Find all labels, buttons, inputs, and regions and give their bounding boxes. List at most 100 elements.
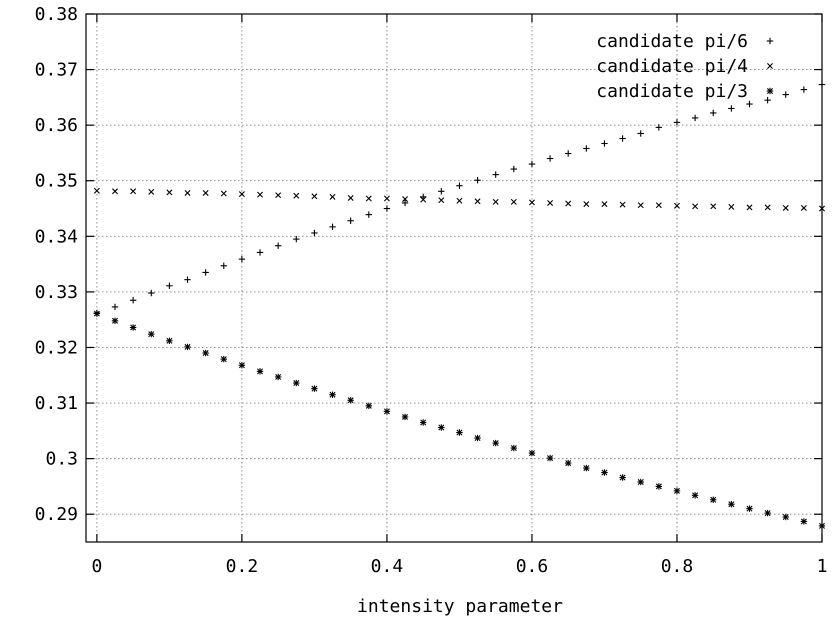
- data-point: [112, 188, 118, 195]
- data-point: [510, 198, 517, 205]
- data-point: [220, 190, 227, 197]
- data-point: [111, 317, 119, 324]
- series-plus: [93, 81, 826, 317]
- x-tick-label: 0.6: [516, 556, 549, 577]
- data-point: [492, 439, 499, 447]
- data-point: [565, 150, 572, 157]
- data-point: [546, 155, 554, 162]
- y-tick-label: 0.37: [35, 60, 78, 81]
- data-point: [401, 413, 409, 421]
- data-point: [329, 223, 336, 231]
- data-point: [710, 496, 717, 503]
- data-point: [510, 444, 518, 452]
- data-point: [673, 119, 681, 126]
- x-tick-label: 0: [91, 556, 102, 577]
- data-point: [347, 194, 354, 201]
- legend-label: candidate pi/6: [596, 31, 748, 52]
- data-point: [347, 217, 354, 224]
- data-point: [257, 191, 264, 198]
- data-point: [782, 513, 789, 521]
- data-point: [402, 196, 409, 203]
- y-tick-label: 0.36: [35, 115, 78, 136]
- data-point: [456, 429, 463, 436]
- data-point: [818, 81, 826, 88]
- legend-label: candidate pi/4: [596, 56, 748, 77]
- legend-marker: [767, 63, 773, 69]
- data-point: [655, 483, 663, 490]
- data-point: [691, 114, 699, 122]
- y-tick-labels: 0.29 0.3 0.31 0.32 0.33 0.34 0.35 0.36 0.37 0.38: [35, 4, 78, 525]
- y-tick-label: 0.35: [35, 171, 78, 192]
- data-point: [202, 189, 209, 196]
- data-point: [256, 368, 264, 375]
- data-point: [728, 501, 735, 508]
- data-point: [401, 199, 409, 207]
- data-point: [583, 464, 590, 472]
- data-point: [691, 492, 699, 499]
- data-point: [746, 100, 753, 108]
- data-point: [238, 255, 246, 263]
- data-point: [438, 197, 445, 204]
- data-point: [601, 201, 608, 208]
- data-point: [728, 203, 735, 210]
- y-tick-label: 0.34: [35, 226, 78, 247]
- axis-ticks: [86, 13, 823, 542]
- data-point: [166, 337, 173, 345]
- data-point: [220, 355, 227, 363]
- data-point: [293, 379, 300, 387]
- data-point: [637, 478, 644, 486]
- data-point: [601, 140, 608, 147]
- data-point: [438, 188, 445, 195]
- data-point: [764, 509, 771, 517]
- data-point: [347, 397, 354, 404]
- data-point: [782, 204, 789, 211]
- y-tick-label: 0.32: [35, 337, 78, 358]
- data-point: [274, 373, 282, 381]
- data-point: [583, 145, 590, 152]
- data-point: [819, 205, 825, 212]
- data-point: [184, 189, 191, 196]
- data-point: [184, 276, 191, 283]
- data-point: [565, 459, 572, 467]
- data-point: [710, 203, 717, 210]
- data-point: [528, 449, 536, 457]
- data-point: [565, 200, 572, 207]
- plot-frame: [85, 13, 823, 543]
- data-point: [655, 124, 663, 131]
- data-point: [238, 362, 246, 369]
- data-point: [220, 262, 227, 269]
- data-point: [256, 249, 264, 256]
- data-point: [148, 289, 155, 297]
- data-point: [710, 109, 717, 117]
- data-point: [692, 203, 699, 210]
- data-point: [619, 135, 626, 142]
- data-point: [510, 165, 518, 173]
- data-point: [782, 91, 789, 98]
- data-point: [111, 303, 119, 311]
- data-point: [202, 269, 209, 276]
- data-point: [148, 330, 155, 338]
- data-point: [673, 487, 681, 495]
- data-point: [728, 105, 735, 112]
- data-point: [274, 242, 282, 249]
- series-cross: [93, 187, 825, 212]
- data-point: [293, 235, 300, 243]
- data-point: [619, 474, 626, 481]
- data-point: [238, 191, 245, 198]
- data-point: [365, 402, 372, 410]
- data-point: [329, 391, 336, 398]
- data-point: [311, 385, 318, 392]
- legend-marker: [766, 37, 774, 45]
- data-point: [528, 160, 536, 168]
- data-point: [583, 201, 590, 208]
- data-point: [383, 195, 390, 202]
- x-tick-label: 1: [817, 556, 828, 577]
- y-tick-label: 0.29: [35, 504, 78, 525]
- data-point: [202, 349, 209, 357]
- data-point: [746, 204, 753, 211]
- data-point: [673, 202, 680, 209]
- data-point: [166, 282, 173, 289]
- data-point: [365, 211, 372, 218]
- data-point: [492, 171, 499, 178]
- data-point: [438, 424, 445, 431]
